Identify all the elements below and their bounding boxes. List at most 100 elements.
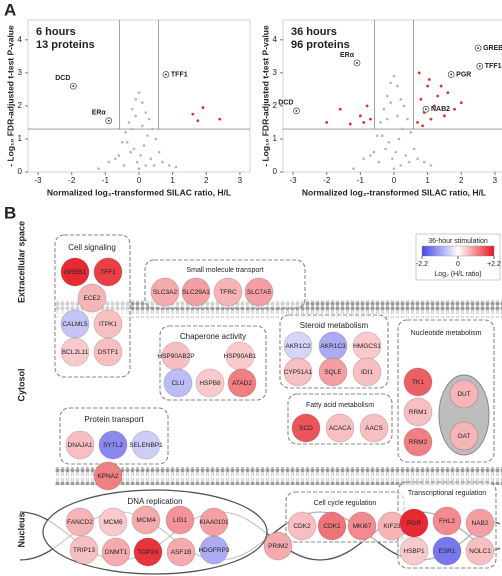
significant-point bbox=[421, 124, 424, 128]
protein-label: AKR1C3 bbox=[320, 343, 346, 350]
protein-label: RRM1 bbox=[409, 409, 428, 416]
significant-point bbox=[362, 121, 366, 124]
region-label: Cytosol bbox=[16, 368, 26, 401]
protein-label: DNAJA1 bbox=[68, 442, 93, 449]
protein-node bbox=[432, 506, 462, 536]
point bbox=[392, 74, 396, 78]
x-tick-label: 1 bbox=[170, 176, 175, 185]
protein-label: SYTL2 bbox=[103, 442, 123, 449]
point bbox=[147, 117, 151, 121]
point bbox=[382, 107, 386, 111]
point bbox=[144, 111, 148, 114]
y-tick-label: 2 bbox=[18, 101, 23, 110]
protein-node bbox=[98, 507, 128, 537]
y-tick-label: 3 bbox=[273, 68, 278, 77]
protein-label: BCL2L11 bbox=[62, 349, 89, 356]
group-title: Fatty acid metabolism bbox=[306, 402, 374, 409]
point bbox=[372, 150, 376, 154]
point bbox=[117, 154, 121, 157]
point bbox=[161, 160, 164, 164]
protein-label: HSBP1 bbox=[403, 548, 425, 555]
protein-label: ACACA bbox=[329, 425, 352, 432]
group-title: Transcriptional regulation bbox=[408, 490, 486, 497]
point bbox=[167, 164, 171, 167]
protein-label: CYP51A1 bbox=[284, 369, 313, 376]
y-tick-label: 4 bbox=[273, 35, 278, 44]
protein-label: ASF1B bbox=[171, 549, 192, 556]
protein-node bbox=[403, 397, 433, 427]
point bbox=[146, 134, 149, 137]
x-tick-label: -2 bbox=[323, 176, 331, 185]
protein-node bbox=[93, 257, 123, 287]
point bbox=[402, 104, 406, 108]
colorbar-tick-label: 0 bbox=[456, 261, 460, 268]
y-tick-label: 0 bbox=[273, 167, 278, 176]
protein-label: SELENBP1 bbox=[129, 442, 163, 449]
point bbox=[174, 165, 178, 169]
point bbox=[391, 157, 394, 161]
protein-node bbox=[65, 430, 95, 460]
protein-label: KPNA2 bbox=[97, 473, 119, 480]
significant-point bbox=[218, 117, 222, 121]
point bbox=[416, 157, 419, 161]
protein-node bbox=[150, 277, 180, 307]
protein-node bbox=[227, 368, 257, 398]
protein-node bbox=[60, 337, 90, 367]
protein-label: AACS bbox=[365, 425, 383, 432]
point bbox=[132, 147, 136, 151]
significant-point bbox=[201, 106, 205, 109]
group-title: Nucleotide metabolism bbox=[411, 330, 482, 337]
point-label: TFF1 bbox=[171, 71, 188, 78]
protein-node bbox=[165, 505, 195, 535]
protein-label: MCM4 bbox=[136, 517, 156, 524]
protein-label: MKI67 bbox=[353, 523, 372, 530]
point-label: NAB2 bbox=[431, 106, 450, 113]
x-tick-label: -1 bbox=[102, 176, 110, 185]
point bbox=[429, 164, 433, 167]
significant-point bbox=[191, 112, 195, 116]
point bbox=[129, 150, 132, 154]
protein-node bbox=[283, 357, 313, 387]
protein-node bbox=[403, 367, 433, 397]
x-axis-label: Normalized log₂-transformed SILAC ratio,… bbox=[47, 187, 231, 197]
group-title: Cell signaling bbox=[68, 243, 116, 252]
protein-label: NAB2 bbox=[472, 520, 489, 527]
annotation: 96 proteins bbox=[291, 39, 350, 51]
point bbox=[384, 147, 387, 151]
point bbox=[396, 114, 399, 118]
significant-point bbox=[348, 122, 352, 126]
point bbox=[149, 157, 153, 161]
point-label: DCD bbox=[278, 100, 293, 107]
point bbox=[369, 154, 372, 157]
point bbox=[152, 164, 156, 167]
protein-label: ECE2 bbox=[84, 295, 101, 302]
protein-node bbox=[403, 427, 433, 457]
y-tick-label: 3 bbox=[18, 68, 23, 77]
y-tick-label: 4 bbox=[18, 35, 23, 44]
protein-label: TFRC bbox=[219, 289, 237, 296]
protein-node bbox=[347, 511, 377, 541]
protein-node bbox=[359, 413, 389, 443]
y-tick-label: 2 bbox=[273, 101, 278, 110]
significant-point bbox=[459, 101, 463, 105]
proteins: GREB1 TFF1 ECE2 CALML5 ITPK1 BCL2L11 DSTF1 SLC3… bbox=[60, 257, 495, 567]
significant-point bbox=[439, 84, 443, 88]
point bbox=[120, 140, 124, 144]
protein-label: IDI1 bbox=[361, 369, 373, 376]
protein-label: FHL2 bbox=[439, 518, 455, 525]
protein-label: SCD bbox=[299, 425, 313, 432]
protein-label: SQLE bbox=[324, 369, 342, 376]
panel-label: B bbox=[4, 203, 16, 222]
x-tick-label: 2 bbox=[459, 176, 464, 185]
significant-point bbox=[369, 117, 372, 121]
point bbox=[401, 127, 404, 131]
point bbox=[392, 167, 396, 170]
protein-label: NOLC1 bbox=[469, 548, 491, 555]
region-label: Nucleus bbox=[16, 512, 26, 547]
point bbox=[141, 124, 144, 128]
point bbox=[154, 137, 158, 141]
significant-point bbox=[416, 121, 419, 124]
point bbox=[387, 140, 391, 144]
point bbox=[422, 160, 426, 164]
protein-node bbox=[166, 537, 196, 567]
